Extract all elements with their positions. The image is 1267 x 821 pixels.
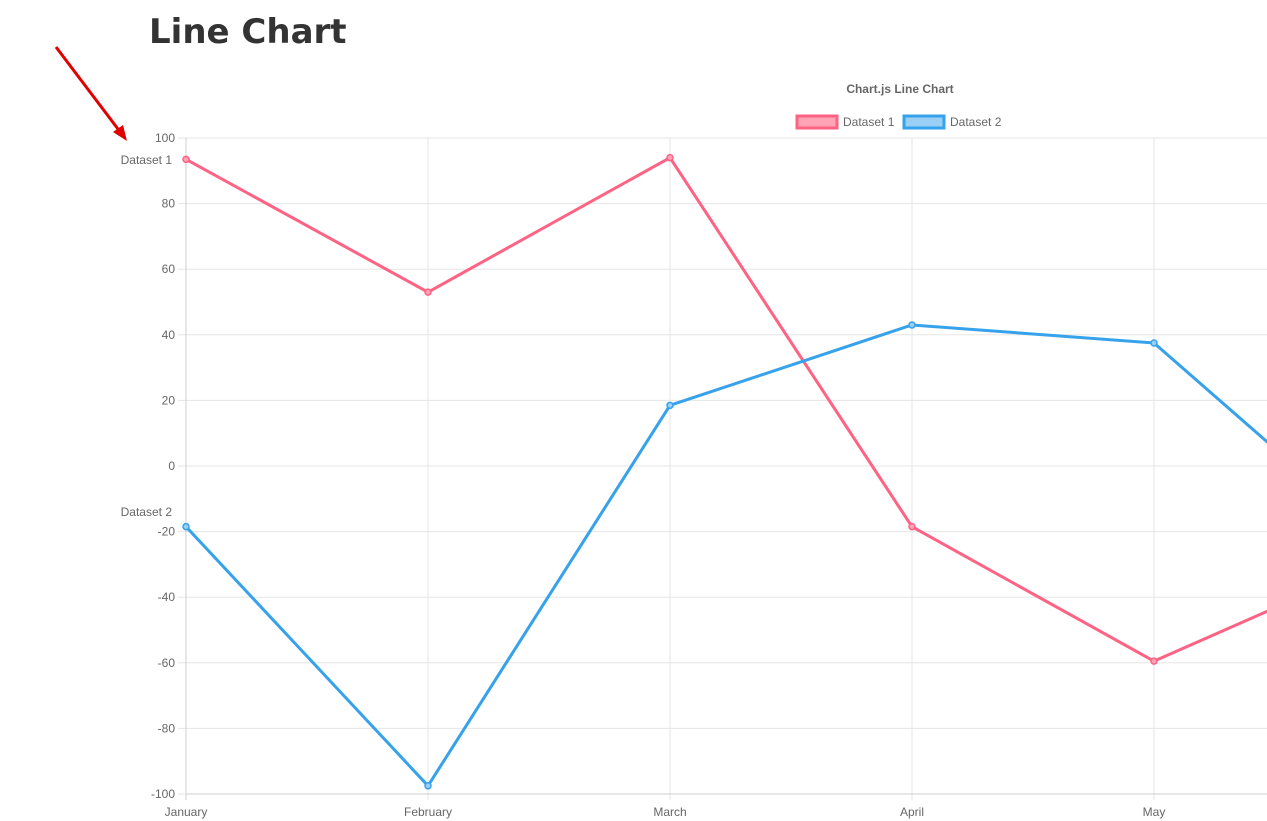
legend-label: Dataset 1	[843, 115, 895, 129]
data-point[interactable]	[908, 321, 916, 329]
data-point[interactable]	[666, 401, 674, 410]
series-line	[184, 323, 1267, 788]
page-title: Line Chart	[149, 12, 347, 52]
x-axis: January February March April May	[165, 805, 1166, 819]
series-1	[182, 153, 1267, 665]
y-tick-label: -20	[158, 525, 176, 539]
x-tick-label: May	[1143, 805, 1166, 819]
y-tick-label: 20	[162, 393, 176, 407]
y-tick-label: -80	[158, 721, 176, 735]
dataset-2-label: Dataset 2	[121, 505, 173, 519]
legend-swatch	[902, 114, 946, 130]
plot-area	[182, 153, 1267, 790]
series-2	[182, 321, 1267, 790]
y-tick-label: -40	[158, 590, 176, 604]
y-tick-label: 80	[162, 197, 176, 211]
x-tick-label: March	[653, 805, 686, 819]
data-point[interactable]	[182, 155, 190, 164]
dataset-1-label: Dataset 1	[121, 153, 173, 167]
y-tick-label: -100	[151, 787, 175, 801]
legend-item-dataset-2[interactable]: Dataset 2	[902, 114, 1002, 130]
y-tick-label: -60	[158, 656, 176, 670]
y-tick-label: 0	[168, 459, 175, 473]
y-tick-label: 60	[162, 262, 176, 276]
data-point[interactable]	[1150, 339, 1158, 347]
red-arrow-annotation	[54, 46, 127, 141]
data-point[interactable]	[424, 782, 432, 790]
series-line	[185, 156, 1267, 663]
legend-item-dataset-1[interactable]: Dataset 1	[795, 114, 895, 130]
legend-label: Dataset 2	[950, 115, 1002, 129]
chart-title: Chart.js Line Chart	[846, 82, 953, 96]
data-point[interactable]	[1150, 657, 1158, 665]
arrow-head	[113, 125, 127, 141]
chart-legend: Dataset 1 Dataset 2	[795, 114, 1002, 130]
data-point[interactable]	[666, 153, 674, 162]
x-tick-label: April	[900, 805, 924, 819]
data-point[interactable]	[424, 288, 432, 296]
y-tick-label: 100	[155, 131, 175, 145]
arrow-shaft	[54, 46, 123, 134]
grid	[178, 137, 1267, 800]
y-tick-label: 40	[162, 328, 176, 342]
x-tick-label: February	[404, 805, 452, 819]
legend-swatch	[795, 114, 839, 130]
data-point[interactable]	[908, 522, 916, 531]
x-tick-label: January	[165, 805, 208, 819]
data-point[interactable]	[182, 522, 190, 531]
y-axis: 100 80 60 40 20 0 -20 -40 -60 -80 -100	[151, 131, 175, 801]
